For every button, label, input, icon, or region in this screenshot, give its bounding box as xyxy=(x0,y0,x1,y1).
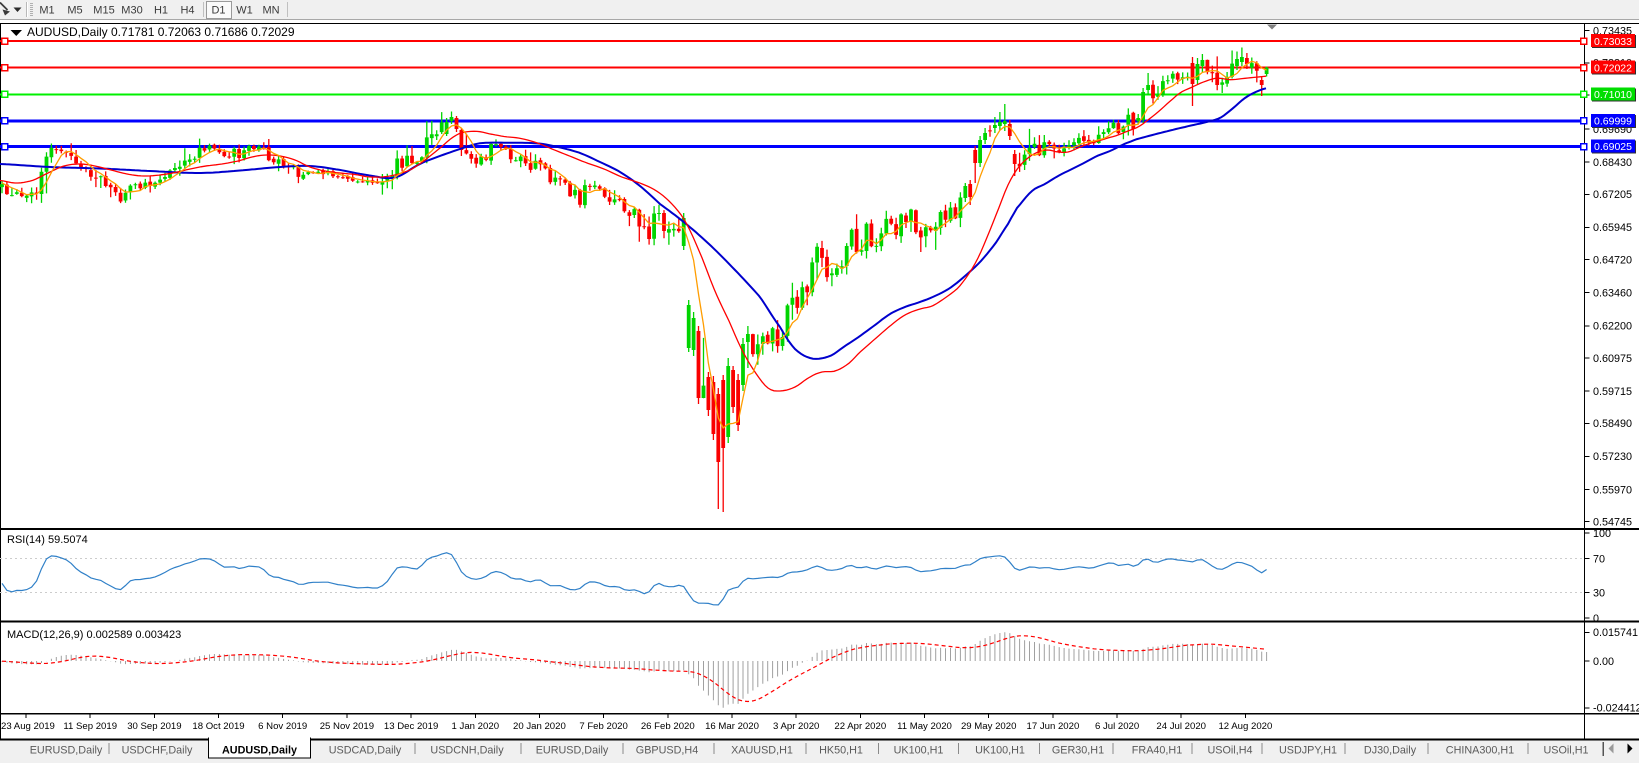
svg-text:M15: M15 xyxy=(93,5,114,17)
svg-text:RSI(14) 59.5074: RSI(14) 59.5074 xyxy=(7,534,88,546)
svg-text:EURUSD,Daily: EURUSD,Daily xyxy=(536,745,609,757)
svg-text:70: 70 xyxy=(1593,553,1605,565)
svg-text:USOil,H4: USOil,H4 xyxy=(1208,745,1253,757)
svg-text:H4: H4 xyxy=(180,5,194,17)
svg-text:0.69999: 0.69999 xyxy=(1594,116,1632,128)
svg-text:29 May 2020: 29 May 2020 xyxy=(961,721,1016,732)
svg-text:0.015741: 0.015741 xyxy=(1593,627,1638,639)
svg-text:AUDUSD,Daily: AUDUSD,Daily xyxy=(222,745,297,757)
svg-text:12 Aug 2020: 12 Aug 2020 xyxy=(1218,721,1272,732)
svg-text:20 Jan 2020: 20 Jan 2020 xyxy=(513,721,566,732)
svg-text:0.58490: 0.58490 xyxy=(1593,418,1632,430)
svg-text:0.72022: 0.72022 xyxy=(1594,62,1632,74)
svg-text:25 Nov 2019: 25 Nov 2019 xyxy=(320,721,374,732)
svg-text:0.55970: 0.55970 xyxy=(1593,484,1632,496)
svg-text:H1: H1 xyxy=(154,5,168,17)
svg-text:FRA40,H1: FRA40,H1 xyxy=(1132,745,1182,757)
svg-text:13 Dec 2019: 13 Dec 2019 xyxy=(384,721,438,732)
svg-text:17 Jun 2020: 17 Jun 2020 xyxy=(1026,721,1079,732)
svg-text:GER30,H1: GER30,H1 xyxy=(1052,745,1104,757)
svg-text:0.71010: 0.71010 xyxy=(1594,89,1632,101)
svg-text:CHINA300,H1: CHINA300,H1 xyxy=(1446,745,1514,757)
svg-text:3 Apr 2020: 3 Apr 2020 xyxy=(773,721,819,732)
svg-text:30 Sep 2019: 30 Sep 2019 xyxy=(127,721,181,732)
svg-text:DJ30,Daily: DJ30,Daily xyxy=(1364,745,1417,757)
svg-text:-0.024412: -0.024412 xyxy=(1593,703,1639,715)
svg-text:0.69025: 0.69025 xyxy=(1594,141,1632,153)
svg-text:6 Nov 2019: 6 Nov 2019 xyxy=(258,721,307,732)
svg-text:0.73033: 0.73033 xyxy=(1594,36,1632,48)
svg-text:0.59715: 0.59715 xyxy=(1593,386,1632,398)
svg-text:22 Apr 2020: 22 Apr 2020 xyxy=(834,721,886,732)
svg-text:UK100,H1: UK100,H1 xyxy=(894,745,944,757)
svg-text:0.63460: 0.63460 xyxy=(1593,288,1632,300)
svg-text:UK100,H1: UK100,H1 xyxy=(975,745,1025,757)
svg-text:M5: M5 xyxy=(67,5,82,17)
svg-text:GBPUSD,H4: GBPUSD,H4 xyxy=(636,745,698,757)
svg-text:USDCAD,Daily: USDCAD,Daily xyxy=(329,745,402,757)
svg-text:0.64720: 0.64720 xyxy=(1593,254,1632,266)
svg-text:7 Feb 2020: 7 Feb 2020 xyxy=(579,721,628,732)
svg-text:USDJPY,H1: USDJPY,H1 xyxy=(1279,745,1337,757)
svg-text:16 Mar 2020: 16 Mar 2020 xyxy=(705,721,759,732)
svg-text:0.57230: 0.57230 xyxy=(1593,451,1632,463)
svg-text:MN: MN xyxy=(262,5,279,17)
svg-text:0.62200: 0.62200 xyxy=(1593,321,1632,333)
svg-text:AUDUSD,Daily 0.71781 0.72063: AUDUSD,Daily 0.71781 0.72063 0.71686 0.7… xyxy=(27,25,295,39)
svg-text:100: 100 xyxy=(1593,528,1611,540)
svg-text:6 Jul 2020: 6 Jul 2020 xyxy=(1095,721,1139,732)
svg-text:EURUSD,Daily: EURUSD,Daily xyxy=(30,745,103,757)
svg-text:W1: W1 xyxy=(236,5,253,17)
svg-text:23 Aug 2019: 23 Aug 2019 xyxy=(1,721,55,732)
svg-text:M1: M1 xyxy=(39,5,54,17)
svg-text:0.68430: 0.68430 xyxy=(1593,157,1632,169)
svg-text:1 Jan 2020: 1 Jan 2020 xyxy=(452,721,499,732)
svg-text:HK50,H1: HK50,H1 xyxy=(819,745,863,757)
svg-text:0.00: 0.00 xyxy=(1593,656,1614,668)
svg-text:30: 30 xyxy=(1593,587,1605,599)
svg-text:0.67205: 0.67205 xyxy=(1593,189,1632,201)
svg-text:MACD(12,26,9) 0.002589 0.00342: MACD(12,26,9) 0.002589 0.003423 xyxy=(7,629,181,641)
svg-text:24 Jul 2020: 24 Jul 2020 xyxy=(1156,721,1206,732)
svg-text:0.60975: 0.60975 xyxy=(1593,353,1632,365)
svg-text:0.54745: 0.54745 xyxy=(1593,517,1632,529)
svg-text:M30: M30 xyxy=(121,5,142,17)
svg-text:11 Sep 2019: 11 Sep 2019 xyxy=(63,721,117,732)
svg-text:USDCHF,Daily: USDCHF,Daily xyxy=(122,745,193,757)
svg-text:0: 0 xyxy=(1593,613,1599,625)
svg-text:26 Feb 2020: 26 Feb 2020 xyxy=(641,721,695,732)
svg-text:USDCNH,Daily: USDCNH,Daily xyxy=(430,745,504,757)
svg-text:11 May 2020: 11 May 2020 xyxy=(897,721,952,732)
svg-text:USOil,H1: USOil,H1 xyxy=(1544,745,1589,757)
svg-text:0.65945: 0.65945 xyxy=(1593,222,1632,234)
svg-text:18 Oct 2019: 18 Oct 2019 xyxy=(192,721,244,732)
svg-text:D1: D1 xyxy=(211,5,225,17)
svg-text:XAUUSD,H1: XAUUSD,H1 xyxy=(731,745,793,757)
